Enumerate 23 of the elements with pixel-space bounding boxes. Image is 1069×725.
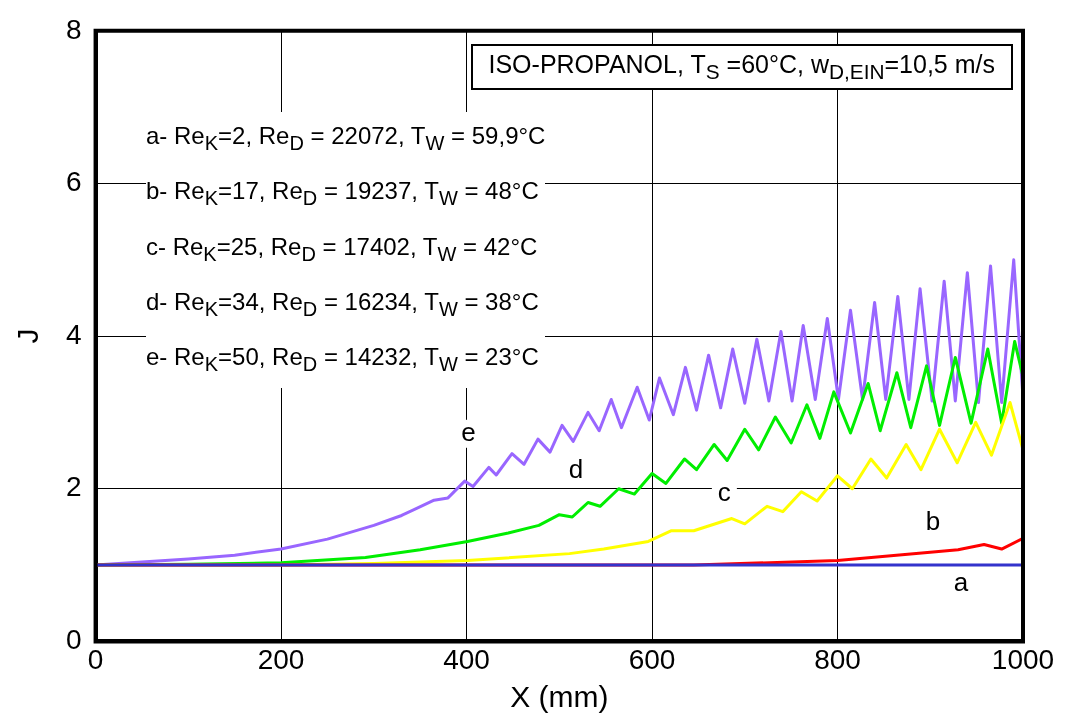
annotation: e- Re$_{K}$=50, Re$_{D}$ = 14232, T$_{W}$ = 23°C (146, 342, 540, 377)
x-tick-label: 1000 (991, 643, 1055, 675)
annotation: d (568, 454, 584, 485)
y-tick-label: 4 (65, 318, 82, 350)
x-tick-label: 600 (628, 643, 676, 675)
x-tick-label: 200 (257, 643, 305, 675)
x-axis-title: X (mm) (510, 680, 609, 714)
x-tick-label: 400 (443, 643, 490, 675)
annotation: c- Re$_{K}$=25, Re$_{D}$ = 17402, T$_{W}$ = 42°C (146, 231, 539, 267)
annotation: b (925, 505, 941, 536)
y-tick-label: 6 (65, 166, 82, 198)
annotation: e (461, 416, 476, 447)
annotation: a (953, 566, 969, 597)
x-tick-label: 800 (814, 643, 861, 675)
annotation: ISO-PROPANOL, T$_{S}$ =60°C, w$_{D,EIN}$=10,5 m/s (470, 44, 1013, 90)
y-tick-label: 2 (65, 471, 82, 503)
annotation: c (717, 477, 731, 508)
y-tick-label: 8 (65, 13, 82, 45)
annotation: d- Re$_{K}$=34, Re$_{D}$ = 16234, T$_{W}$ = 38°C (146, 286, 540, 322)
annotation: b- Re$_{K}$=17, Re$_{D}$ = 19237, T$_{W}$ = 48°C (146, 176, 540, 212)
annotation: a- Re$_{K}$=2, Re$_{D}$ = 22072, T$_{W}$ = 59,9°C (146, 121, 546, 156)
x-tick-label: 0 (87, 643, 104, 675)
y-axis-title: J (11, 328, 45, 344)
